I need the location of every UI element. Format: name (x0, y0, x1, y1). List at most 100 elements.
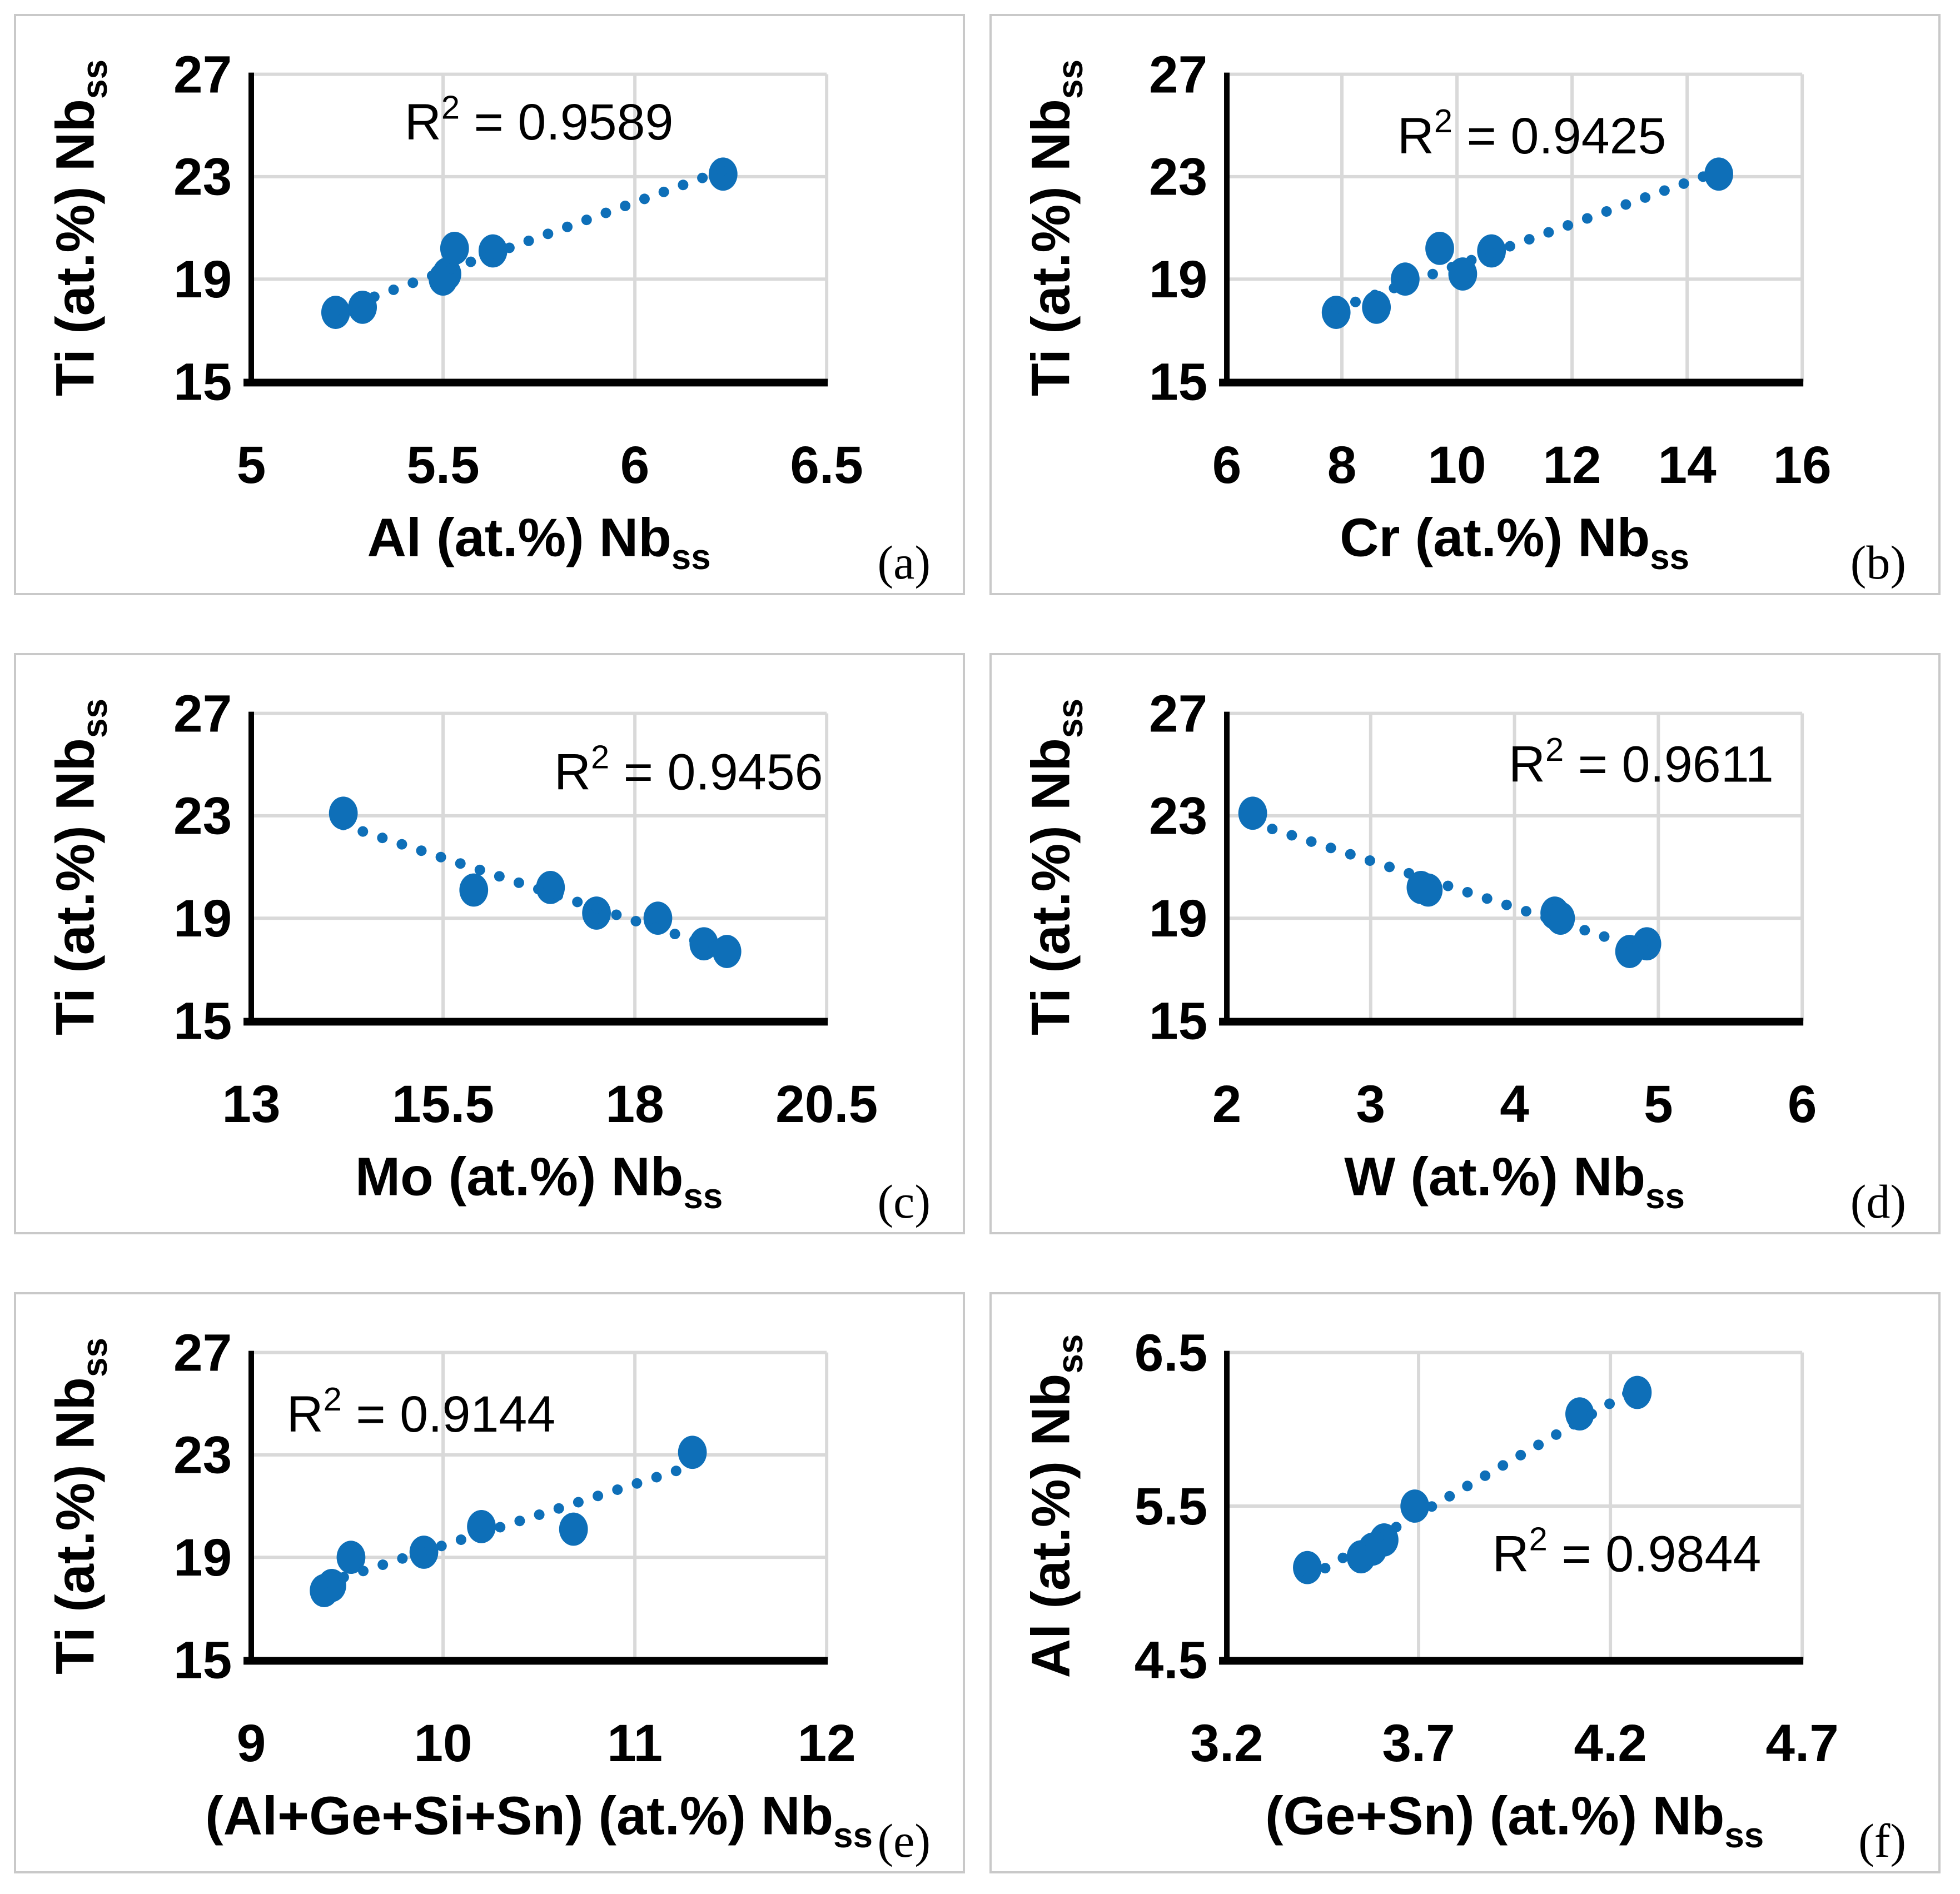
y-tick-label: 15 (1149, 352, 1207, 411)
panel-letter-b: (b) (1850, 536, 1906, 589)
r-squared-label: R2 = 0.9425 (1397, 102, 1667, 165)
y-axis-title: Ti (at.%) Nbss (44, 699, 115, 1035)
y-tick-label: 15 (1149, 991, 1207, 1050)
x-axis-title: (Al+Ge+Si+Sn) (at.%) Nbss (205, 1785, 873, 1855)
x-tick-label: 2 (1212, 1075, 1242, 1134)
y-tick-label: 23 (173, 1426, 232, 1485)
x-axis-title: Cr (at.%) Nbss (1340, 507, 1689, 577)
y-tick-label: 15 (173, 1631, 232, 1689)
data-point (1293, 1551, 1322, 1584)
panel-f: 4.5 5.5 6.5 3.2 3.7 4.2 4.7 (Ge+Sn) (at.%) Nbss… (989, 1292, 1941, 1873)
y-axis-title: Ti (at.%) Nbss (44, 1338, 115, 1674)
data-point (678, 1436, 707, 1469)
panel-letter-f: (f) (1858, 1814, 1906, 1867)
y-tick-label: 27 (173, 45, 232, 104)
panel-b-chart: 15 19 23 27 6 8 10 12 14 16 Cr (at.%) Nbss Ti (at.%… (1020, 45, 1832, 577)
trendline (1247, 817, 1653, 956)
y-tick-label: 27 (173, 684, 232, 743)
y-tick-label: 23 (173, 787, 232, 846)
data-point (440, 232, 469, 265)
data-point (689, 927, 719, 961)
x-tick-label: 18 (606, 1075, 664, 1134)
panel-f-chart: 4.5 5.5 6.5 3.2 3.7 4.2 4.7(Ge+Sn) (at.%) Nbss… (1020, 1323, 1838, 1855)
x-tick-label: 12 (1543, 436, 1601, 495)
x-tick-label: 10 (414, 1714, 472, 1773)
x-tick-label: 5 (1644, 1075, 1673, 1134)
x-tick-label: 4 (1500, 1075, 1529, 1134)
x-tick-label: 4.2 (1574, 1714, 1646, 1773)
y-tick-label: 15 (173, 991, 232, 1050)
x-axis-title: Al (at.%) Nbss (367, 507, 711, 577)
data-point (1414, 873, 1443, 907)
y-tick-label: 19 (1149, 250, 1207, 309)
data-point (1425, 232, 1454, 265)
x-tick-label: 14 (1658, 436, 1717, 495)
trendline (338, 820, 733, 956)
y-tick-label: 4.5 (1135, 1631, 1207, 1689)
x-tick-label: 6 (620, 436, 650, 495)
panel-letter-c: (c) (877, 1175, 931, 1228)
y-tick-label: 19 (173, 1528, 232, 1587)
y-tick-label: 6.5 (1135, 1323, 1207, 1382)
x-axis-title: Mo (at.%) Nbss (355, 1146, 723, 1216)
y-tick-label: 19 (173, 889, 232, 948)
data-point (467, 1510, 496, 1543)
data-point (1623, 1375, 1652, 1409)
y-tick-label: 23 (173, 148, 232, 207)
data-point (1370, 1523, 1399, 1557)
data-point (1704, 157, 1733, 191)
y-tick-label: 23 (1149, 787, 1207, 846)
data-point (459, 873, 489, 907)
x-axis-title: W (at.%) Nbss (1344, 1146, 1685, 1216)
panel-letter-d: (d) (1850, 1175, 1906, 1228)
y-tick-label: 15 (173, 352, 232, 411)
r-squared-label: R2 = 0.9589 (405, 88, 674, 151)
panel-c: 15 19 23 27 13 15.5 18 20.5 Mo (at.%) Nbss Ti (at… (14, 653, 965, 1234)
data-point (1362, 290, 1391, 324)
data-point (1632, 927, 1661, 961)
y-axis-title: Ti (at.%) Nbss (1020, 699, 1090, 1035)
panel-e: 15 19 23 27 9 10 11 12 (Al+Ge+Si+Sn) (at.%) Nbss… (14, 1292, 965, 1873)
x-tick-label: 11 (607, 1714, 663, 1773)
x-axis-title: (Ge+Sn) (at.%) Nbss (1265, 1785, 1764, 1855)
x-tick-label: 15.5 (392, 1075, 494, 1134)
x-tick-label: 3 (1356, 1075, 1386, 1134)
panel-a-chart: 15 19 23 27 5 5.5 6 6.5 Al (at.%) Nbss Ti (at.%) … (44, 45, 863, 577)
y-tick-label: 27 (1149, 45, 1207, 104)
data-point (329, 796, 358, 830)
x-tick-label: 16 (1773, 436, 1832, 495)
x-tick-label: 20.5 (775, 1075, 878, 1134)
panel-d: 15 19 23 27 2 3 4 5 6 W (at.%) Nbss Ti (at.%) Nbss… (989, 653, 1941, 1234)
panel-letter-a: (a) (877, 536, 931, 589)
panel-c-chart: 15 19 23 27 13 15.5 18 20.5 Mo (at.%) Nbss Ti (at… (44, 684, 878, 1216)
y-axis-title: Ti (at.%) Nbss (1020, 59, 1090, 396)
r-squared-label: R2 = 0.9611 (1509, 731, 1774, 793)
y-axis-title: Al (at.%) Nbss (1020, 1334, 1090, 1678)
x-tick-label: 8 (1327, 436, 1357, 495)
panel-e-chart: 15 19 23 27 9 10 11 12 (Al+Ge+Si+Sn) (at.%) Nbss… (44, 1323, 873, 1855)
trendline (1331, 166, 1724, 315)
data-point (1238, 796, 1267, 830)
r-squared-label: R2 = 0.9844 (1493, 1521, 1762, 1583)
data-point (712, 935, 742, 968)
data-point (1400, 1489, 1430, 1523)
x-tick-label: 13 (222, 1075, 280, 1134)
trendline (330, 165, 729, 316)
x-tick-label: 4.7 (1765, 1714, 1838, 1773)
y-tick-label: 19 (1149, 889, 1207, 948)
x-tick-label: 3.2 (1190, 1714, 1263, 1773)
x-tick-label: 12 (798, 1714, 856, 1773)
panel-a: 15 19 23 27 5 5.5 6 6.5 Al (at.%) Nbss Ti (at.%) … (14, 14, 965, 595)
y-tick-label: 19 (173, 250, 232, 309)
y-tick-label: 23 (1149, 148, 1207, 207)
data-point (336, 1541, 366, 1574)
x-tick-label: 6 (1212, 436, 1242, 495)
x-tick-label: 3.7 (1382, 1714, 1455, 1773)
trendline (319, 1460, 698, 1589)
y-tick-label: 5.5 (1135, 1477, 1207, 1536)
y-tick-label: 27 (173, 1323, 232, 1382)
panel-b: 15 19 23 27 6 8 10 12 14 16 Cr (at.%) Nbss Ti (at.%… (989, 14, 1941, 595)
x-tick-label: 6.5 (790, 436, 863, 495)
